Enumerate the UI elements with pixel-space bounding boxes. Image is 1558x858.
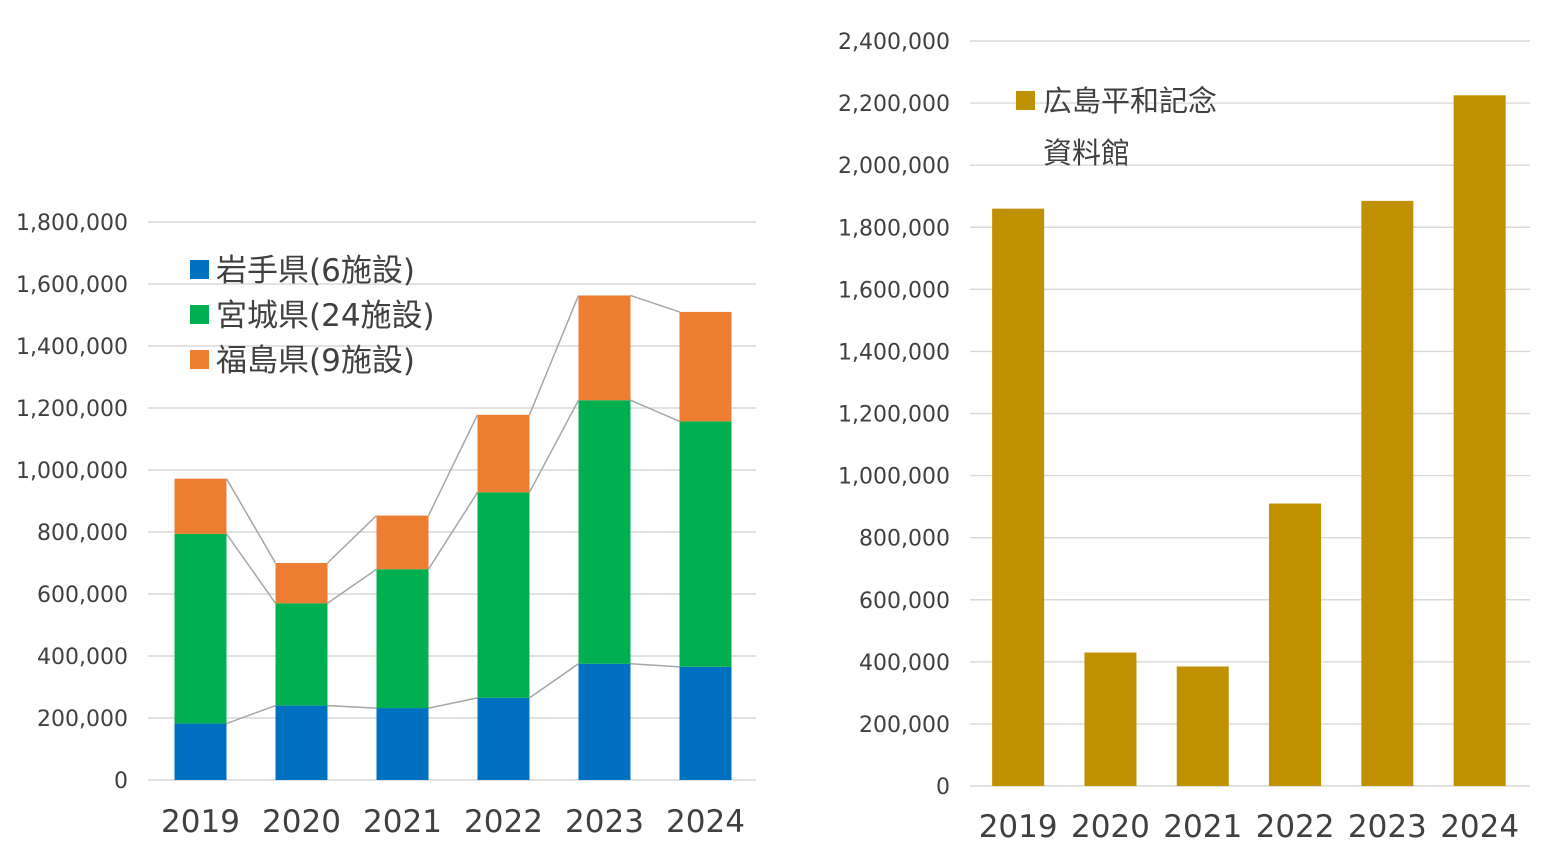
- y-tick-label: 1,000,000: [838, 465, 950, 490]
- y-tick-label: 600,000: [37, 583, 128, 608]
- y-tick-label: 1,200,000: [16, 397, 128, 422]
- series-connector-line: [428, 697, 478, 709]
- legend-label: 福島県(9施設): [216, 343, 415, 379]
- y-tick-label: 1,800,000: [838, 216, 950, 241]
- series-connector-line: [225, 533, 277, 604]
- series-connector-line: [327, 568, 377, 604]
- y-tick-label: 400,000: [37, 645, 128, 670]
- stacked-bar-chart-tohoku: 0 200,000 400,000 600,000 800,000 1,000,000 1,…: [16, 211, 756, 840]
- bar-segment-2020-s1: [275, 705, 328, 780]
- y-tick-label: 800,000: [37, 521, 128, 546]
- bar-2019: [992, 208, 1045, 786]
- bar-2023: [1361, 200, 1414, 787]
- bar-segment-2021-s2: [376, 569, 429, 709]
- bar-segment-2023-s1: [578, 663, 631, 780]
- x-tick-label: 2020: [1071, 809, 1150, 845]
- x-tick-label: 2023: [1348, 809, 1427, 845]
- x-tick-label: 2019: [979, 809, 1058, 845]
- bar-segment-2024-s3: [679, 311, 732, 422]
- bar-segment-2023-s2: [578, 400, 631, 664]
- y-tick-label: 1,200,000: [838, 403, 950, 428]
- legend-swatch: [1016, 91, 1035, 110]
- bar-segment-2019-s3: [174, 478, 227, 534]
- bar-segment-2021-s1: [376, 708, 429, 780]
- x-tick-label: 2022: [1256, 809, 1335, 845]
- series-connector-line: [427, 491, 479, 570]
- bar-2020: [1084, 652, 1137, 786]
- bar-2022: [1269, 503, 1322, 786]
- bar-segment-2022-s1: [477, 697, 530, 780]
- bar-segment-2024-s2: [679, 421, 732, 667]
- series-connector-line: [427, 414, 479, 516]
- series-connector-line: [226, 704, 276, 725]
- bar-segment-2020-s2: [275, 603, 328, 706]
- y-tick-label: 2,000,000: [838, 154, 950, 179]
- series-connector-line: [529, 663, 579, 699]
- series-connector-line: [327, 704, 377, 709]
- y-tick-label: 1,600,000: [838, 278, 950, 303]
- series-connector-line: [630, 294, 680, 313]
- series-connector-line: [326, 515, 378, 564]
- y-tick-label: 0: [936, 775, 950, 800]
- legend-label: 資料館: [1043, 136, 1130, 170]
- series-connector-line: [225, 478, 277, 564]
- legend-label: 宮城県(24施設): [216, 298, 435, 334]
- y-tick-label: 1,000,000: [16, 459, 128, 484]
- bar-segment-2019-s2: [174, 533, 227, 724]
- series-connector-line: [528, 399, 580, 493]
- y-tick-label: 1,400,000: [16, 335, 128, 360]
- bar-2024: [1453, 95, 1506, 786]
- legend-swatch: [190, 350, 209, 369]
- series-connector-line: [630, 399, 680, 423]
- bar-segment-2022-s3: [477, 414, 530, 493]
- x-tick-label: 2021: [363, 804, 442, 840]
- y-tick-label: 1,400,000: [838, 340, 950, 365]
- bar-2021: [1176, 666, 1229, 786]
- bar-segment-2019-s1: [174, 723, 227, 780]
- x-tick-label: 2019: [161, 804, 240, 840]
- legend-swatch: [190, 305, 209, 324]
- series-connector-line: [528, 295, 580, 416]
- bar-chart-hiroshima: 0 200,000 400,000 600,000 800,000 1,000,000 1,…: [838, 30, 1530, 845]
- x-tick-label: 2021: [1163, 809, 1242, 845]
- y-tick-label: 400,000: [859, 651, 950, 676]
- bar-segment-2022-s2: [477, 492, 530, 698]
- bar-segment-2020-s3: [275, 563, 328, 604]
- legend-swatch: [190, 260, 209, 279]
- y-tick-label: 1,600,000: [16, 273, 128, 298]
- x-tick-label: 2024: [1440, 809, 1519, 845]
- legend-label: 岩手県(6施設): [216, 253, 415, 289]
- bar-segment-2023-s3: [578, 295, 631, 401]
- y-tick-label: 2,200,000: [838, 92, 950, 117]
- bar-segment-2024-s1: [679, 666, 732, 780]
- series-connector-line: [630, 663, 680, 668]
- y-tick-label: 200,000: [37, 707, 128, 732]
- y-tick-label: 0: [114, 769, 128, 794]
- legend-label: 広島平和記念: [1043, 84, 1217, 118]
- x-tick-label: 2023: [565, 804, 644, 840]
- x-tick-label: 2024: [666, 804, 745, 840]
- bar-segment-2021-s3: [376, 515, 429, 570]
- y-tick-label: 1,800,000: [16, 211, 128, 236]
- y-tick-label: 600,000: [859, 589, 950, 614]
- x-tick-label: 2020: [262, 804, 341, 840]
- y-tick-label: 2,400,000: [838, 30, 950, 55]
- y-tick-label: 800,000: [859, 527, 950, 552]
- x-tick-label: 2022: [464, 804, 543, 840]
- y-tick-label: 200,000: [859, 713, 950, 738]
